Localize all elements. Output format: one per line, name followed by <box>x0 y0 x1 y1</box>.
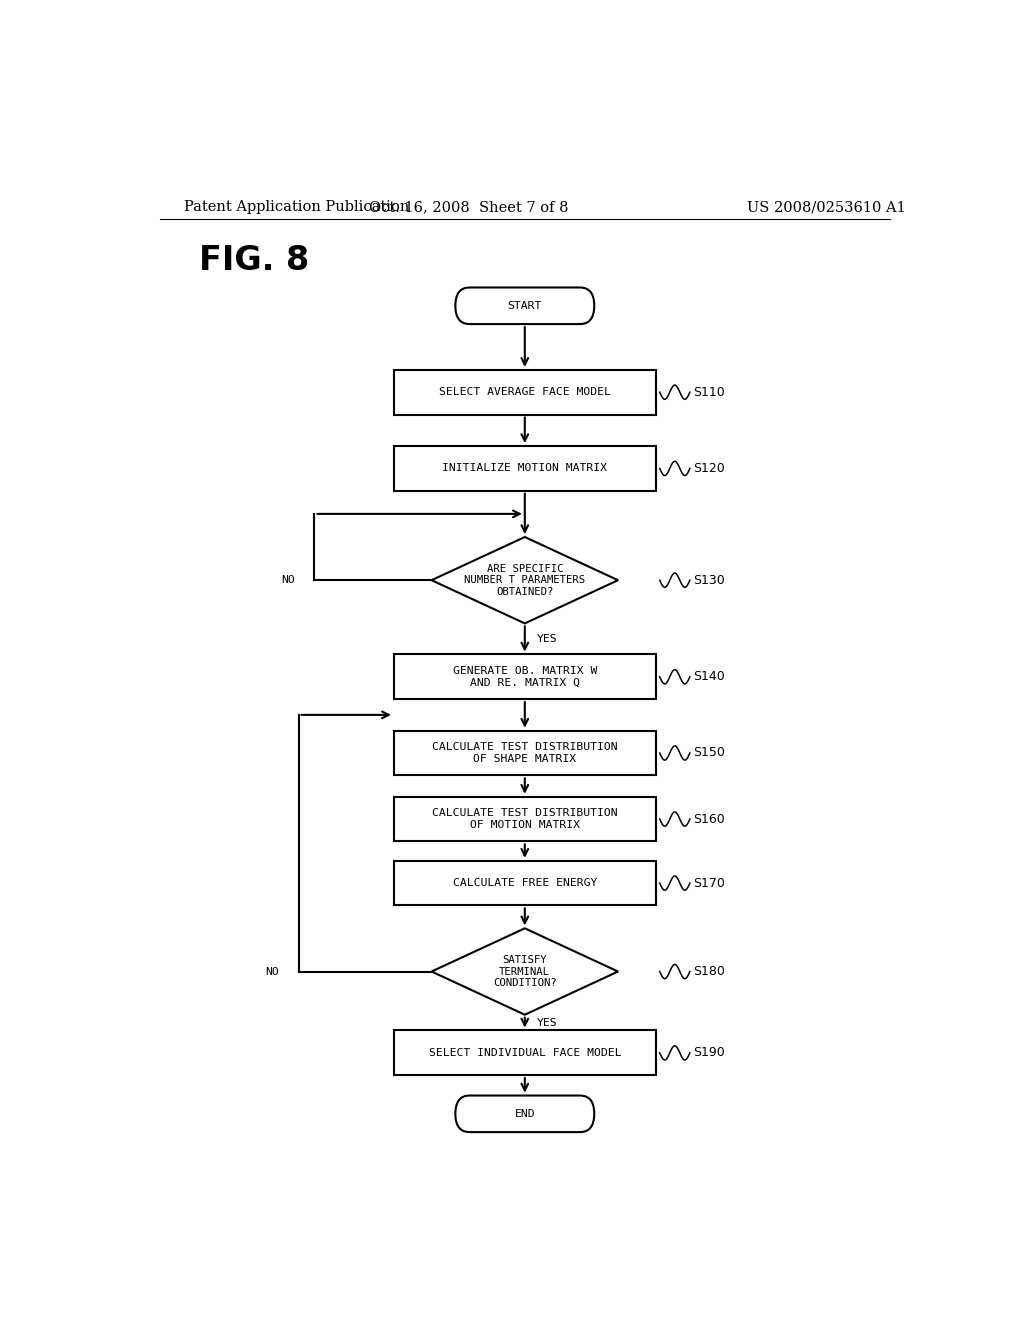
Text: S130: S130 <box>693 574 725 586</box>
Text: GENERATE OB. MATRIX W
AND RE. MATRIX Q: GENERATE OB. MATRIX W AND RE. MATRIX Q <box>453 667 597 688</box>
Text: SELECT AVERAGE FACE MODEL: SELECT AVERAGE FACE MODEL <box>439 387 610 397</box>
Text: CALCULATE FREE ENERGY: CALCULATE FREE ENERGY <box>453 878 597 888</box>
FancyBboxPatch shape <box>394 797 655 841</box>
FancyBboxPatch shape <box>394 861 655 906</box>
Polygon shape <box>431 537 618 623</box>
Text: END: END <box>514 1109 536 1119</box>
FancyBboxPatch shape <box>394 655 655 700</box>
FancyBboxPatch shape <box>456 1096 594 1133</box>
FancyBboxPatch shape <box>394 1031 655 1076</box>
Text: CALCULATE TEST DISTRIBUTION
OF SHAPE MATRIX: CALCULATE TEST DISTRIBUTION OF SHAPE MAT… <box>432 742 617 764</box>
FancyBboxPatch shape <box>394 731 655 775</box>
Text: US 2008/0253610 A1: US 2008/0253610 A1 <box>746 201 906 214</box>
Polygon shape <box>431 928 618 1015</box>
Text: SELECT INDIVIDUAL FACE MODEL: SELECT INDIVIDUAL FACE MODEL <box>429 1048 621 1057</box>
Text: SATISFY
TERMINAL
CONDITION?: SATISFY TERMINAL CONDITION? <box>493 954 557 989</box>
Text: S140: S140 <box>693 671 725 684</box>
Text: FIG. 8: FIG. 8 <box>200 243 309 277</box>
FancyBboxPatch shape <box>456 288 594 325</box>
Text: YES: YES <box>537 1018 557 1027</box>
Text: ARE SPECIFIC
NUMBER T PARAMETERS
OBTAINED?: ARE SPECIFIC NUMBER T PARAMETERS OBTAINE… <box>464 564 586 597</box>
FancyBboxPatch shape <box>394 446 655 491</box>
Text: S160: S160 <box>693 813 725 825</box>
Text: NO: NO <box>281 576 295 585</box>
Text: NO: NO <box>265 966 279 977</box>
Text: INITIALIZE MOTION MATRIX: INITIALIZE MOTION MATRIX <box>442 463 607 474</box>
Text: START: START <box>508 301 542 310</box>
Text: Patent Application Publication: Patent Application Publication <box>183 201 409 214</box>
Text: S170: S170 <box>693 876 725 890</box>
Text: S110: S110 <box>693 385 725 399</box>
Text: YES: YES <box>537 634 557 644</box>
Text: S120: S120 <box>693 462 725 475</box>
FancyBboxPatch shape <box>394 370 655 414</box>
Text: Oct. 16, 2008  Sheet 7 of 8: Oct. 16, 2008 Sheet 7 of 8 <box>370 201 569 214</box>
Text: S180: S180 <box>693 965 725 978</box>
Text: S150: S150 <box>693 747 725 759</box>
Text: S190: S190 <box>693 1047 725 1060</box>
Text: CALCULATE TEST DISTRIBUTION
OF MOTION MATRIX: CALCULATE TEST DISTRIBUTION OF MOTION MA… <box>432 808 617 830</box>
